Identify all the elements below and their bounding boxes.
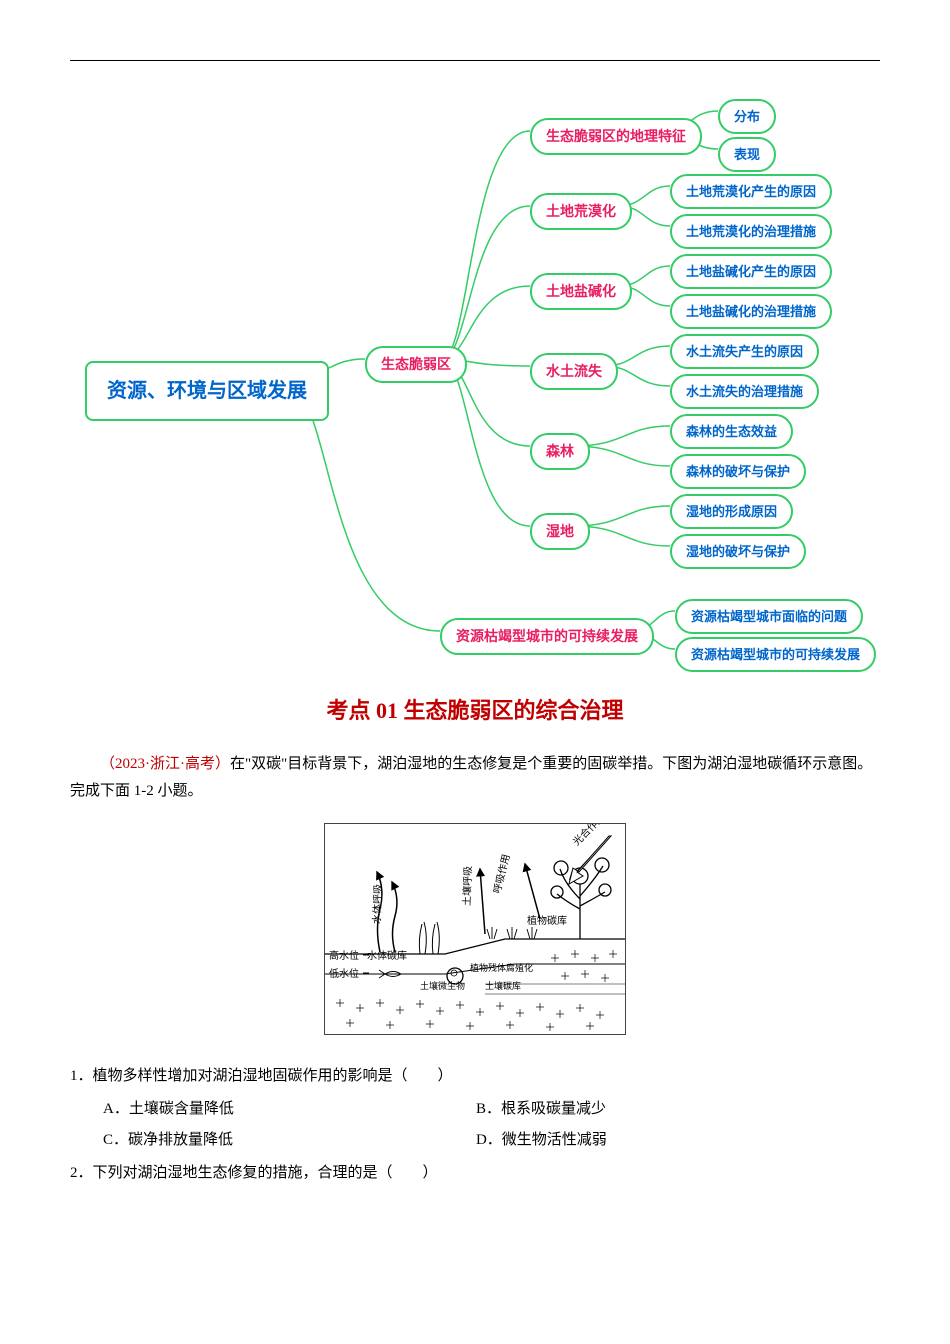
context-paragraph: （2023·浙江·高考）在"双碳"目标背景下，湖泊湿地的生态修复是个重要的固碳举… bbox=[70, 751, 880, 805]
fig-label-respiration: 呼吸作用 bbox=[491, 853, 512, 895]
figure-container: 光合作用 呼吸作用 土壤呼吸 水体呼吸 植物碳库 高水位 水体碳库 低水位 植物… bbox=[70, 823, 880, 1045]
leaf-sub4-0: 水土流失产生的原因 bbox=[670, 334, 819, 369]
node-sub2: 土地荒漠化 bbox=[530, 193, 632, 230]
fig-label-soilcarbon: 土壤碳库 bbox=[485, 980, 521, 991]
carbon-cycle-diagram: 光合作用 呼吸作用 土壤呼吸 水体呼吸 植物碳库 高水位 水体碳库 低水位 植物… bbox=[324, 823, 626, 1035]
node-ecofragile: 生态脆弱区 bbox=[365, 346, 467, 383]
q1-opt-B: B．根系吸碳量减少 bbox=[476, 1096, 849, 1123]
leaf-sub5-1: 森林的破坏与保护 bbox=[670, 454, 806, 489]
q1-line: 1．植物多样性增加对湖泊湿地固碳作用的影响是（ ） bbox=[70, 1063, 880, 1090]
node-sub6: 湿地 bbox=[530, 513, 590, 550]
q1-options: A．土壤碳含量降低 B．根系吸碳量减少 C．碳净排放量降低 D．微生物活性减弱 bbox=[103, 1094, 880, 1156]
leaf-b2-1: 资源枯竭型城市的可持续发展 bbox=[675, 637, 876, 672]
q1-opt-A: A．土壤碳含量降低 bbox=[103, 1096, 476, 1123]
leaf-sub5-0: 森林的生态效益 bbox=[670, 414, 793, 449]
mindmap-container: 资源、环境与区域发展 生态脆弱区 生态脆弱区的地理特征 分布 表现 土地荒漠化 … bbox=[70, 91, 880, 661]
leaf-sub4-1: 水土流失的治理措施 bbox=[670, 374, 819, 409]
q2-stem: 下列对湖泊湿地生态修复的措施，合理的是（ ） bbox=[93, 1165, 438, 1181]
leaf-sub2-0: 土地荒漠化产生的原因 bbox=[670, 174, 832, 209]
leaf-sub1-0: 分布 bbox=[718, 99, 776, 134]
node-sub5: 森林 bbox=[530, 433, 590, 470]
fig-label-plantcarbon: 植物碳库 bbox=[527, 914, 567, 927]
mindmap-root: 资源、环境与区域发展 bbox=[85, 361, 329, 421]
fig-label-lowwater: 低水位 bbox=[329, 967, 359, 980]
fig-label-waterresp: 水体呼吸 bbox=[371, 883, 384, 923]
q1-num: 1． bbox=[70, 1068, 93, 1084]
node-sub4: 水土流失 bbox=[530, 353, 618, 390]
fig-label-watercarbon: 水体碳库 bbox=[367, 949, 407, 962]
section-title: 考点 01 生态脆弱区的综合治理 bbox=[70, 691, 880, 731]
fig-label-microbe: 土壤微生物 bbox=[420, 980, 465, 991]
node-branch2: 资源枯竭型城市的可持续发展 bbox=[440, 618, 654, 655]
node-sub3: 土地盐碱化 bbox=[530, 273, 632, 310]
leaf-sub3-0: 土地盐碱化产生的原因 bbox=[670, 254, 832, 289]
fig-label-soilresp: 土壤呼吸 bbox=[460, 865, 474, 905]
leaf-sub3-1: 土地盐碱化的治理措施 bbox=[670, 294, 832, 329]
top-rule bbox=[70, 60, 880, 61]
leaf-sub6-0: 湿地的形成原因 bbox=[670, 494, 793, 529]
q2-num: 2． bbox=[70, 1165, 93, 1181]
leaf-sub2-1: 土地荒漠化的治理措施 bbox=[670, 214, 832, 249]
node-sub1: 生态脆弱区的地理特征 bbox=[530, 118, 702, 155]
leaf-sub1-1: 表现 bbox=[718, 137, 776, 172]
q2-line: 2．下列对湖泊湿地生态修复的措施，合理的是（ ） bbox=[70, 1160, 880, 1187]
fig-label-humify: 植物残体腐殖化 bbox=[470, 962, 533, 973]
context-source: （2023·浙江·高考） bbox=[100, 756, 230, 772]
leaf-b2-0: 资源枯竭型城市面临的问题 bbox=[675, 599, 863, 634]
q1-stem: 植物多样性增加对湖泊湿地固碳作用的影响是（ ） bbox=[93, 1068, 453, 1084]
q1-opt-D: D．微生物活性减弱 bbox=[476, 1127, 849, 1154]
q1-opt-C: C．碳净排放量降低 bbox=[103, 1127, 476, 1154]
fig-label-highwater: 高水位 bbox=[329, 949, 359, 962]
leaf-sub6-1: 湿地的破坏与保护 bbox=[670, 534, 806, 569]
